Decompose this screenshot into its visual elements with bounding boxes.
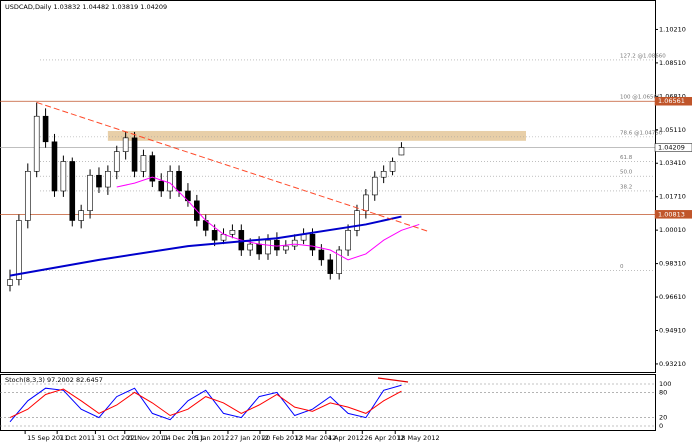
candle-body [16, 220, 22, 280]
candle-body [282, 245, 289, 251]
candle-body [131, 137, 138, 172]
fib-label: 0 [620, 264, 624, 270]
stoch-line [9, 384, 402, 423]
trendline [36, 101, 429, 232]
x-tick-label: 13 Mar 2012 [295, 434, 336, 442]
candle-body [265, 239, 271, 255]
price-box [654, 143, 692, 152]
candle-body [336, 249, 342, 274]
y-tick-label: 1.05110 [659, 126, 686, 134]
price-box [654, 96, 692, 106]
price-box [654, 210, 692, 219]
candle-body [345, 230, 351, 251]
candle-body [105, 171, 111, 188]
x-tick-label: 18 May 2012 [397, 434, 439, 442]
candle-body [33, 115, 40, 172]
price-label: 1.04209 [658, 144, 685, 152]
candle-body [158, 180, 165, 192]
candle-body [256, 243, 262, 255]
y-tick-label: 1.03410 [659, 159, 686, 167]
fib-label: 50.0 [620, 170, 633, 176]
candle-body [211, 230, 218, 241]
candle-body [274, 239, 280, 251]
candle-body [318, 249, 325, 261]
x-tick-label: 4 Apr 2012 [328, 434, 364, 442]
price-label: 1.00813 [658, 210, 685, 218]
candle-body [96, 174, 102, 188]
divergence-line [377, 377, 409, 383]
x-tick-label: 31 Oct 2011 [97, 434, 137, 442]
candle-body [327, 259, 334, 274]
indicator-title: Stoch(8,3,3) 97.2002 82.6457 [5, 376, 103, 384]
candle-body [309, 233, 316, 251]
y-tick-label: 1.08510 [659, 59, 686, 67]
candle-body [371, 176, 378, 196]
candle-body [176, 171, 182, 192]
chart-title: USDCAD,Daily 1.03832 1.04482 1.03819 1.0… [5, 3, 167, 11]
stoch-line [9, 388, 402, 419]
y-tick-label: 0.96610 [659, 293, 686, 301]
y-tick-label: 100 [659, 380, 671, 388]
candle-body [7, 279, 13, 286]
candle-body [247, 243, 254, 251]
moving-average [116, 176, 420, 261]
price-label: 1.06561 [658, 97, 685, 105]
y-tick-label: 1.00010 [659, 226, 686, 234]
candle-body [24, 171, 31, 221]
candle-body [380, 171, 387, 178]
y-tick-label: 0.94910 [659, 326, 686, 334]
y-tick-label: 0 [659, 422, 663, 430]
fib-label: 100 @1.06561 [620, 95, 661, 101]
candle-body [291, 239, 298, 247]
x-tick-label: 14 Dec 2011 [162, 434, 204, 442]
candle-body [87, 174, 93, 211]
candle-body [363, 194, 369, 211]
candle-body [149, 155, 156, 182]
fib-label: 78.6 @1.04750 [620, 130, 663, 136]
x-tick-label: 7 Oct 2011 [59, 434, 95, 442]
candle-body [167, 171, 173, 192]
candle-body [229, 230, 236, 235]
x-tick-label: 20 Feb 2012 [262, 434, 302, 442]
candle-body [42, 115, 49, 143]
candle-body [51, 141, 58, 192]
candle-body [69, 161, 76, 221]
fib-label: 61.8 [620, 155, 633, 161]
y-tick-label: 1.01710 [659, 193, 686, 201]
y-tick-label: 1.10210 [659, 25, 686, 33]
zone [107, 130, 527, 141]
y-tick-label: 0.98310 [659, 260, 686, 268]
fib-label: 38.2 [620, 184, 632, 190]
candle-body [60, 161, 67, 192]
x-tick-label: 5 Jan 2012 [194, 434, 229, 442]
y-tick-label: 1.06810 [659, 92, 686, 100]
x-tick-label: 27 Jan 2012 [230, 434, 269, 442]
x-tick-label: 15 Sep 2011 [27, 434, 68, 442]
fib-label: 127.2 @1.08660 [620, 53, 666, 59]
moving-average [9, 215, 402, 277]
candle-body [140, 155, 147, 172]
candle-body [398, 147, 405, 156]
x-tick-label: 26 Apr 2012 [364, 434, 404, 442]
y-tick-label: 0.93210 [659, 360, 686, 368]
candle-body [389, 161, 396, 172]
candle-body [78, 210, 84, 221]
candle-body [122, 137, 129, 152]
y-tick-label: 20 [659, 414, 667, 422]
x-tick-label: 22 Nov 2011 [127, 434, 169, 442]
candle-body [113, 151, 120, 172]
candle-body [354, 210, 360, 231]
y-tick-label: 80 [659, 388, 667, 396]
